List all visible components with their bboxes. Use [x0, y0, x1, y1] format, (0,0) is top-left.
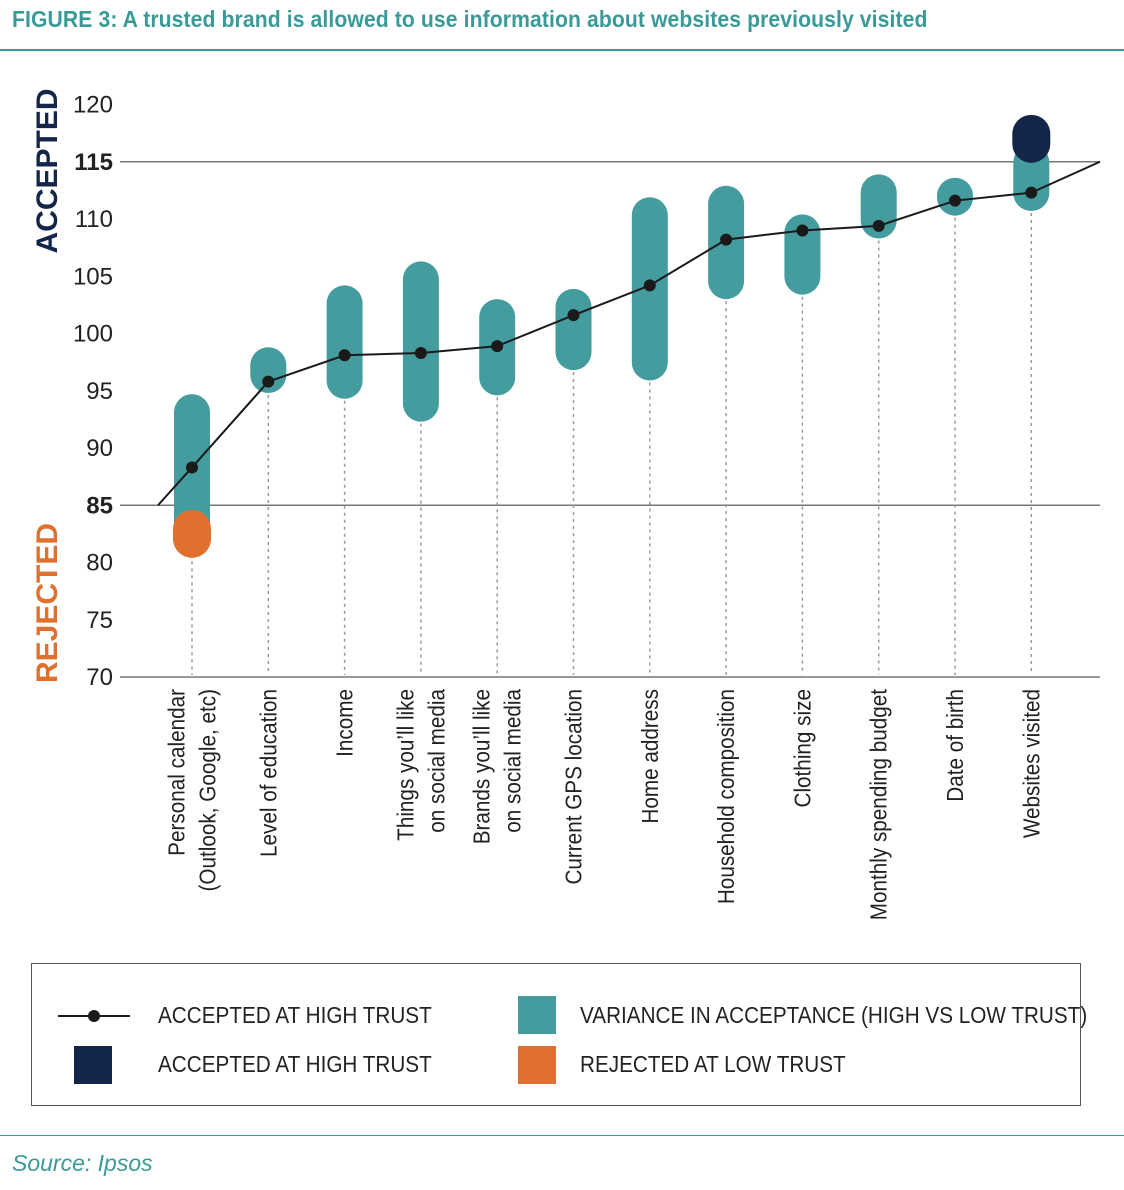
high-trust-point — [720, 233, 733, 246]
high-trust-point — [338, 349, 351, 362]
legend-label-variance: VARIANCE IN ACCEPTANCE (HIGH VS LOW TRUS… — [580, 1002, 1088, 1028]
legend-teal-swatch-icon — [518, 996, 556, 1034]
y-tick-label: 120 — [73, 92, 113, 119]
legend-orange-swatch-icon — [518, 1046, 556, 1084]
category-label: Things you’ll like — [392, 689, 418, 841]
category-label: Level of education — [255, 689, 281, 857]
y-tick-label: 75 — [86, 607, 113, 634]
accepted-high-trust-marker — [1012, 114, 1051, 163]
category-label: Home address — [637, 689, 663, 824]
legend-navy-swatch-icon — [74, 1046, 112, 1084]
category-label: Brands you’ll like — [469, 689, 495, 844]
y-tick-label: 70 — [86, 664, 113, 691]
high-trust-point — [796, 224, 809, 237]
zone-label-rejected: REJECTED — [31, 523, 64, 683]
range-line-chart: 70 75 80 85 90 95 100 105 110 115 120 ACCEPTED REJEC… — [31, 88, 1101, 920]
source-note: Source: Ipsos — [12, 1150, 153, 1176]
category-label: Date of birth — [942, 689, 968, 802]
variance-bar — [402, 261, 439, 422]
figure-title: FIGURE 3: A trusted brand is allowed to … — [12, 6, 928, 32]
category-label: Income — [332, 689, 358, 757]
y-tick-label: 85 — [86, 492, 113, 519]
variance-bar — [250, 347, 287, 394]
high-trust-point — [643, 279, 656, 292]
category-label: on social media — [423, 688, 449, 833]
category-label: Clothing size — [789, 689, 815, 807]
high-trust-point — [567, 309, 580, 322]
high-trust-point — [186, 461, 198, 474]
variance-bar — [326, 285, 363, 399]
legend-line-dot-icon — [58, 1010, 130, 1022]
category-label: Monthly spending budget — [866, 689, 892, 920]
category-label: Websites visited — [1018, 689, 1044, 838]
high-trust-point — [949, 194, 961, 207]
category-label: Household composition — [713, 689, 739, 904]
variance-bar — [784, 214, 821, 295]
source-rule — [0, 1135, 1124, 1136]
variance-bar — [555, 288, 592, 371]
high-trust-point — [491, 340, 504, 353]
y-tick-label: 100 — [73, 321, 113, 348]
legend-label-rejected: REJECTED AT LOW TRUST — [580, 1051, 846, 1077]
title-rule — [0, 49, 1124, 51]
high-trust-point — [414, 346, 427, 359]
category-label: (Outlook, Google, etc) — [194, 689, 220, 891]
legend: ACCEPTED AT HIGH TRUST ACCEPTED AT HIGH … — [31, 963, 1087, 1106]
category-label: Current GPS location — [560, 689, 586, 885]
y-tick-label: 95 — [86, 378, 113, 405]
y-tick-label: 90 — [86, 435, 113, 462]
y-tick-label: 115 — [74, 149, 113, 176]
category-label: Personal calendar — [163, 689, 189, 856]
y-tick-label: 110 — [75, 206, 113, 233]
legend-label-accepted-line: ACCEPTED AT HIGH TRUST — [158, 1002, 432, 1028]
category-label: on social media — [500, 688, 526, 833]
y-tick-label: 80 — [86, 550, 113, 577]
rejected-low-trust-marker — [173, 509, 211, 558]
high-trust-point — [262, 375, 275, 388]
high-trust-point — [1025, 186, 1038, 199]
legend-label-accepted-marker: ACCEPTED AT HIGH TRUST — [158, 1051, 432, 1077]
y-tick-label: 105 — [73, 263, 113, 290]
high-trust-line — [157, 160, 1101, 506]
zone-label-accepted: ACCEPTED — [31, 88, 64, 253]
high-trust-point — [872, 219, 885, 232]
